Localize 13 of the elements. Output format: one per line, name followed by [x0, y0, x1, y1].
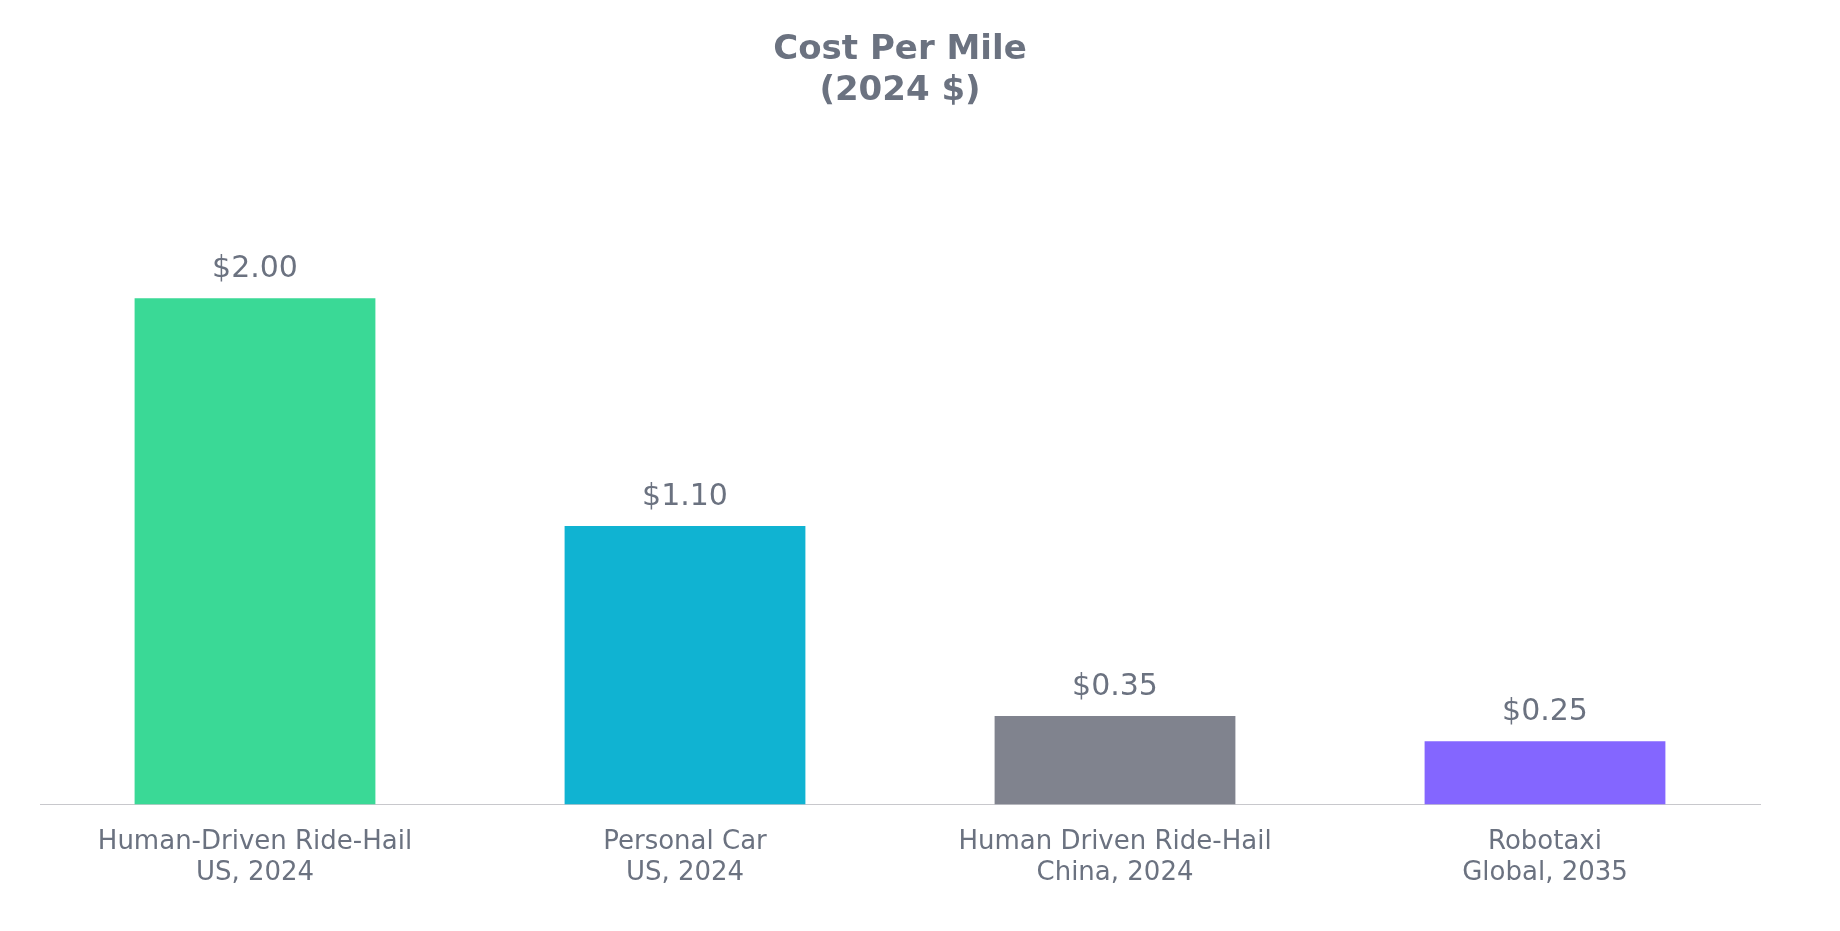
x-tick-label: Human Driven Ride-Hail China, 2024	[958, 824, 1272, 887]
bar	[564, 526, 806, 805]
x-tick-label: Robotaxi Global, 2035	[1462, 824, 1628, 887]
x-tick-label: Personal Car US, 2024	[603, 824, 768, 887]
data-label: $2.00	[212, 249, 298, 284]
bar	[994, 715, 1236, 805]
chart-title: Cost Per Mile (2024 $)	[773, 27, 1027, 109]
data-label: $1.10	[642, 476, 728, 512]
bar	[1424, 741, 1666, 805]
data-label: $0.25	[1502, 692, 1588, 728]
x-tick-label: Human-Driven Ride-Hail US, 2024	[97, 824, 413, 887]
bar	[134, 298, 376, 805]
data-label: $0.35	[1072, 666, 1158, 702]
